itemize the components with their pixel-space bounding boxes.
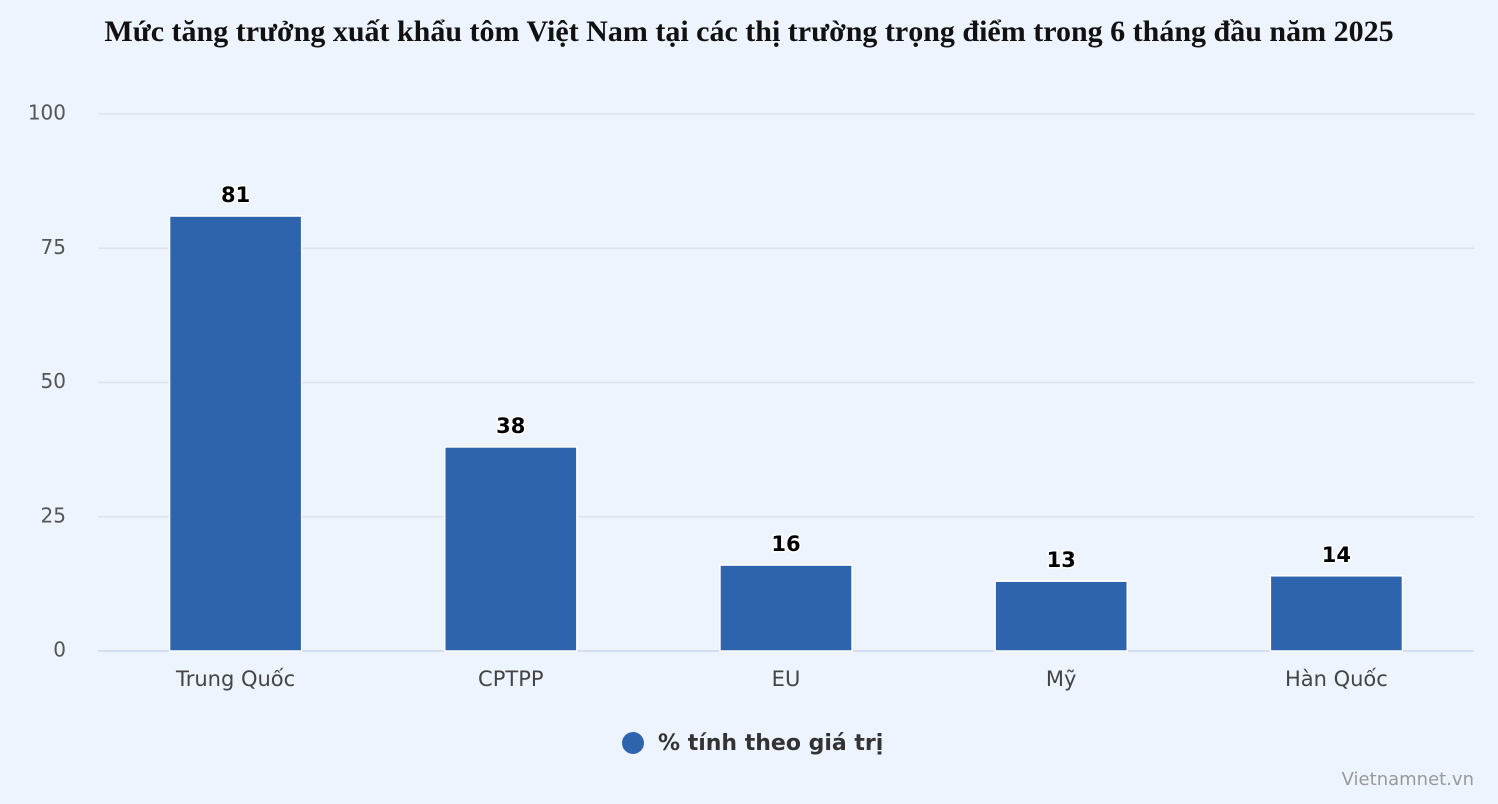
data-label: 38	[496, 414, 525, 438]
data-label: 14	[1322, 543, 1351, 567]
bar	[1269, 575, 1404, 652]
y-tick-label: 25	[41, 503, 66, 527]
x-tick-label: Mỹ	[1046, 667, 1077, 691]
x-tick-label: EU	[772, 667, 801, 691]
y-tick-label: 0	[53, 638, 66, 662]
x-tick-label: CPTPP	[478, 667, 543, 691]
legend-label[interactable]: % tính theo giá trị	[658, 731, 883, 756]
y-tick-label: 75	[41, 235, 66, 259]
legend-marker	[622, 732, 644, 754]
data-label: 81	[221, 183, 250, 207]
bar	[444, 446, 578, 652]
credit: Vietnamnet.vn	[1342, 769, 1474, 790]
chart-title: Mức tăng trưởng xuất khẩu tôm Việt Nam t…	[104, 15, 1394, 48]
data-label: 16	[771, 532, 800, 556]
x-tick-label: Hàn Quốc	[1285, 667, 1388, 691]
bar	[719, 564, 853, 652]
x-tick-label: Trung Quốc	[175, 667, 295, 691]
bar	[994, 580, 1128, 652]
y-tick-label: 100	[28, 101, 66, 125]
y-tick-label: 50	[41, 369, 66, 393]
data-label: 13	[1047, 548, 1076, 572]
bar	[168, 215, 303, 652]
